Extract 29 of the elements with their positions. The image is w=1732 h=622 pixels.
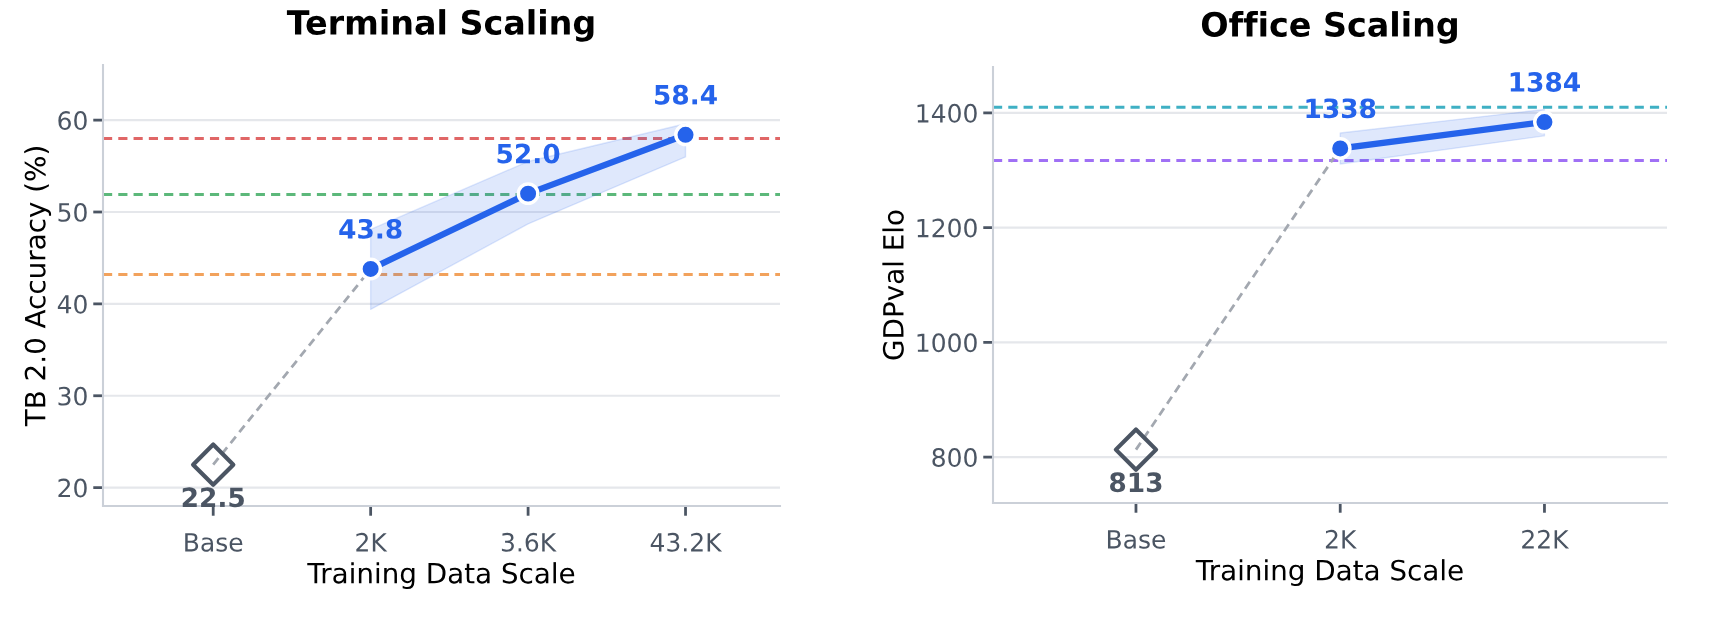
x-tick-label: 2K [356, 532, 388, 552]
x-tick-label: 43.2K [650, 532, 723, 552]
data-label: 1384 [1510, 72, 1580, 92]
chart-title: Terminal Scaling [286, 9, 594, 42]
y-tick-label: 1200 [917, 218, 977, 238]
y-axis-title: GDPval Elo [882, 210, 904, 360]
y-tick-label: 1400 [917, 103, 977, 123]
y-tick-label: 50 [58, 202, 87, 222]
data-label: 813 [1110, 472, 1162, 493]
x-axis-title: Training Data Scale [307, 562, 575, 590]
x-tick-label: 2K [1325, 529, 1357, 549]
y-tick-label: 20 [58, 478, 87, 498]
y-tick-label: 60 [58, 111, 87, 130]
data-label: 58.4 [655, 84, 717, 105]
x-tick-label: Base [1107, 530, 1166, 549]
y-tick-label: 40 [57, 294, 87, 314]
y-tick-label: 1000 [917, 333, 977, 353]
data-label: 43.8 [339, 218, 402, 239]
x-tick-label: 22K [1522, 529, 1570, 549]
y-axis-title: TB 2.0 Accuracy (%) [24, 147, 52, 427]
y-tick-label: 30 [58, 386, 87, 406]
x-tick-label: 3.6K [501, 532, 557, 552]
x-axis-title: Training Data Scale [1195, 559, 1463, 587]
x-tick-label: Base [185, 533, 243, 552]
data-label: 52.0 [497, 143, 560, 164]
y-tick-label: 800 [932, 448, 977, 467]
data-label: 22.5 [182, 487, 244, 508]
data-label: 1338 [1306, 98, 1376, 119]
chart-title: Office Scaling [1201, 11, 1457, 44]
